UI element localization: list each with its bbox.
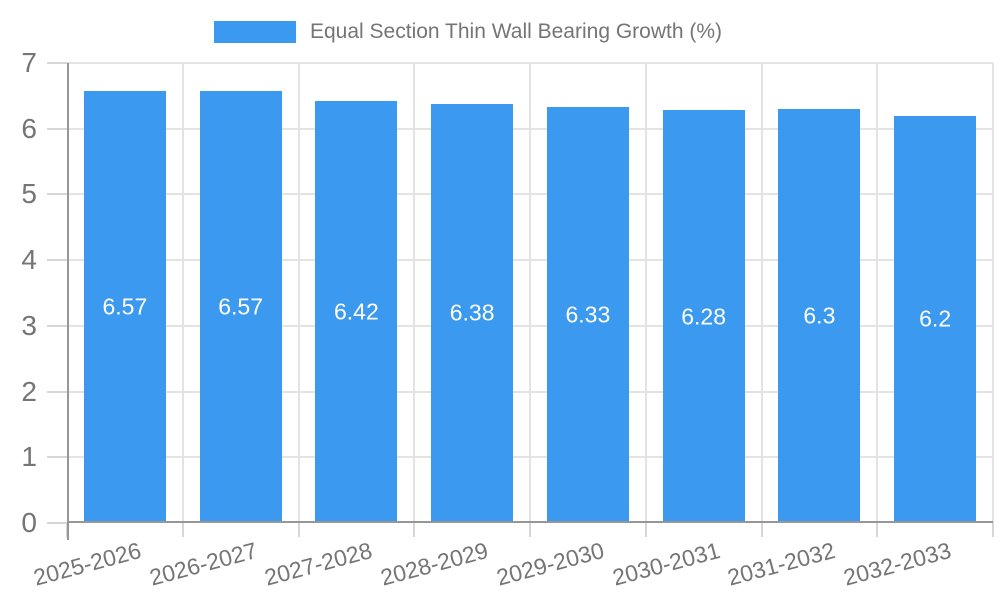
gridline-v (876, 63, 879, 523)
bar[interactable] (83, 91, 166, 523)
y-axis-label: 5 (21, 178, 37, 210)
gridline-v (644, 63, 647, 523)
bar[interactable] (778, 109, 861, 523)
y-axis-label: 0 (21, 507, 37, 538)
gridline-v (181, 63, 184, 523)
bar[interactable] (199, 91, 282, 523)
x-tick-mark (529, 523, 531, 537)
x-tick-mark (876, 523, 879, 537)
legend-swatch (214, 21, 296, 43)
y-tick-mark (47, 456, 67, 459)
y-tick-mark (47, 127, 67, 130)
gridline-v (992, 63, 994, 523)
bar-value-label: 6.33 (565, 301, 611, 328)
bar[interactable] (546, 107, 629, 523)
plot-area: 6.57 6.57 6.42 6.38 6.33 6.28 6.3 6.2 0 1 2 3 4 5 6 7 20… (21, 47, 994, 591)
bar-value-label: 6.28 (681, 303, 727, 330)
y-axis-line (67, 63, 69, 540)
gridline-v (297, 63, 300, 523)
bar[interactable] (662, 110, 745, 523)
bar-value-label: 6.57 (102, 293, 148, 320)
y-axis-label: 6 (21, 112, 37, 144)
gridline-v (413, 63, 416, 523)
y-tick-mark (47, 390, 67, 393)
bar[interactable] (431, 103, 514, 523)
x-tick-mark (413, 523, 416, 537)
y-axis-label: 2 (21, 375, 37, 407)
y-tick-mark (47, 324, 67, 327)
x-tick-mark (644, 523, 647, 537)
x-tick-mark (992, 523, 994, 537)
x-tick-mark (297, 523, 300, 537)
y-axis-label: 1 (21, 441, 37, 473)
bar-value-label: 6.57 (218, 293, 264, 320)
bar[interactable] (315, 101, 398, 523)
y-axis-label: 4 (21, 244, 37, 276)
x-axis-line (67, 521, 993, 523)
bar-value-label: 6.42 (333, 298, 379, 325)
y-tick-mark (47, 62, 67, 64)
y-axis-label: 7 (21, 47, 37, 78)
x-tick-mark (760, 523, 763, 537)
y-tick-mark (47, 193, 67, 196)
y-tick-mark (47, 259, 67, 262)
y-axis-label: 3 (21, 309, 37, 341)
legend-label: Equal Section Thin Wall Bearing Growth (… (310, 20, 723, 43)
bar-value-label: 6.2 (919, 305, 952, 332)
y-tick-mark (47, 522, 67, 524)
bar-value-label: 6.38 (449, 299, 495, 326)
gridline-v (529, 63, 531, 523)
gridline-v (760, 63, 763, 523)
x-tick-mark (181, 523, 184, 537)
bar-value-label: 6.3 (803, 302, 836, 329)
bar[interactable] (894, 115, 977, 523)
